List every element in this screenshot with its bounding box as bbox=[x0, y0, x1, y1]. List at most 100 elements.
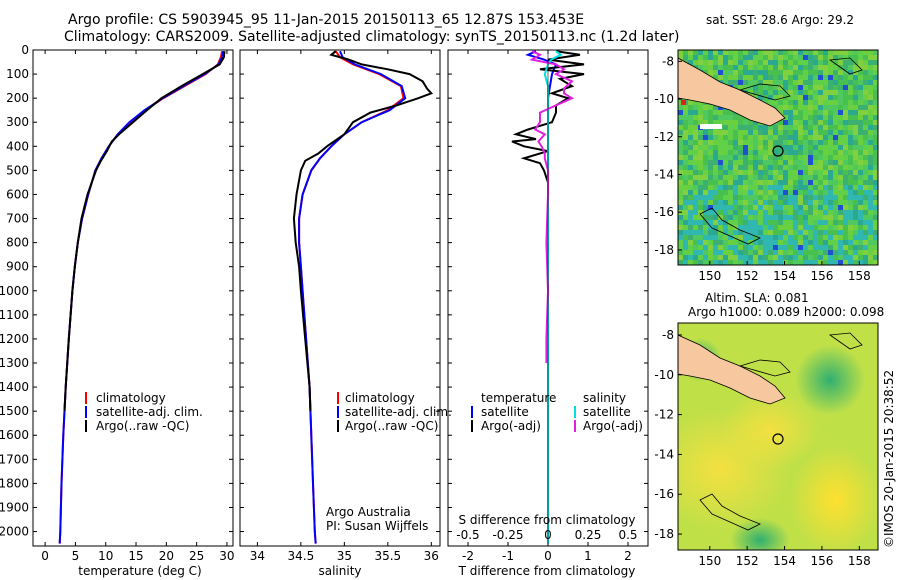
sst-cell bbox=[783, 105, 788, 110]
map-y-tick-label: -10 bbox=[654, 92, 674, 106]
sst-cell bbox=[718, 65, 723, 70]
sst-cell bbox=[723, 120, 728, 125]
sst-cell bbox=[688, 125, 693, 130]
sst-cell bbox=[738, 85, 743, 90]
sst-cell bbox=[688, 145, 693, 150]
sst-cell bbox=[773, 235, 778, 240]
sst-cell bbox=[863, 125, 868, 130]
sst-cell bbox=[823, 200, 828, 205]
sst-cell bbox=[803, 245, 808, 250]
sst-cell bbox=[768, 235, 773, 240]
sst-cell bbox=[808, 135, 813, 140]
sst-cell bbox=[808, 165, 813, 170]
sst-cell bbox=[803, 230, 808, 235]
sst-cell bbox=[783, 175, 788, 180]
difference-legend: temperature satellite Argo(-adj) salinit… bbox=[471, 391, 643, 433]
sst-cell bbox=[788, 95, 793, 100]
sst-cell bbox=[788, 205, 793, 210]
sst-cell bbox=[783, 195, 788, 200]
sst-cell bbox=[743, 245, 748, 250]
sst-cell bbox=[713, 250, 718, 255]
sst-cell bbox=[778, 145, 783, 150]
sst-cell bbox=[833, 55, 838, 60]
sst-cell bbox=[843, 120, 848, 125]
sst-cell bbox=[828, 105, 833, 110]
sst-cell bbox=[753, 85, 758, 90]
sst-cell bbox=[728, 170, 733, 175]
sst-cell bbox=[838, 195, 843, 200]
sst-cell bbox=[823, 125, 828, 130]
sst-cell bbox=[798, 100, 803, 105]
sst-cell bbox=[758, 85, 763, 90]
sst-cell bbox=[828, 205, 833, 210]
sst-cell bbox=[843, 225, 848, 230]
sst-cell bbox=[713, 165, 718, 170]
sst-cell bbox=[783, 70, 788, 75]
sst-cell bbox=[708, 110, 713, 115]
sst-cell bbox=[868, 160, 873, 165]
sst-cell bbox=[763, 50, 768, 55]
sst-cell bbox=[803, 120, 808, 125]
sst-cell bbox=[843, 50, 848, 55]
sst-cell bbox=[833, 130, 838, 135]
sst-cell bbox=[798, 235, 803, 240]
sst-cell bbox=[793, 225, 798, 230]
x-tick-label: 5 bbox=[72, 549, 80, 563]
sst-cell bbox=[683, 115, 688, 120]
sst-cell bbox=[703, 220, 708, 225]
sst-cell bbox=[683, 200, 688, 205]
sst-cell bbox=[863, 245, 868, 250]
sst-cell bbox=[693, 245, 698, 250]
sst-cell bbox=[783, 225, 788, 230]
sst-cell bbox=[853, 210, 858, 215]
sst-cell bbox=[813, 250, 818, 255]
sst-cell bbox=[853, 245, 858, 250]
sst-cell bbox=[793, 205, 798, 210]
sst-cell bbox=[863, 95, 868, 100]
sst-cell bbox=[698, 180, 703, 185]
sst-cell bbox=[833, 200, 838, 205]
sst-cell bbox=[773, 75, 778, 80]
sst-cell bbox=[763, 90, 768, 95]
sst-cell bbox=[733, 165, 738, 170]
sst-cell bbox=[863, 75, 868, 80]
sst-cell bbox=[703, 200, 708, 205]
sst-cell bbox=[828, 165, 833, 170]
sst-cell bbox=[868, 245, 873, 250]
sst-cell bbox=[823, 75, 828, 80]
sst-cell bbox=[858, 185, 863, 190]
sst-cell bbox=[743, 260, 748, 265]
sst-cell bbox=[873, 175, 878, 180]
sst-cell bbox=[843, 75, 848, 80]
sst-cell bbox=[828, 90, 833, 95]
sst-cell bbox=[748, 160, 753, 165]
sst-cell bbox=[713, 105, 718, 110]
salinity-series bbox=[292, 50, 434, 544]
sst-cell bbox=[783, 155, 788, 160]
sst-cell bbox=[713, 50, 718, 55]
sst-cell bbox=[708, 160, 713, 165]
sst-cell bbox=[688, 115, 693, 120]
sst-cell bbox=[763, 170, 768, 175]
sst-cell bbox=[758, 95, 763, 100]
sst-cell bbox=[798, 95, 803, 100]
sst-cell bbox=[778, 250, 783, 255]
sst-cell bbox=[703, 170, 708, 175]
sst-cell bbox=[758, 140, 763, 145]
depth-tick-label: 200 bbox=[6, 91, 29, 105]
sst-cell bbox=[773, 195, 778, 200]
sst-cell bbox=[708, 210, 713, 215]
sst-cell bbox=[688, 190, 693, 195]
sst-cell bbox=[793, 65, 798, 70]
sst-cell bbox=[868, 120, 873, 125]
sst-cell bbox=[868, 240, 873, 245]
sst-cell bbox=[828, 155, 833, 160]
sst-cell bbox=[773, 225, 778, 230]
sst-cell bbox=[808, 155, 813, 160]
sst-cell bbox=[798, 240, 803, 245]
sst-cell bbox=[733, 245, 738, 250]
sst-cell bbox=[723, 175, 728, 180]
sst-cell bbox=[813, 220, 818, 225]
sst-cell bbox=[848, 155, 853, 160]
sst-cell bbox=[838, 125, 843, 130]
